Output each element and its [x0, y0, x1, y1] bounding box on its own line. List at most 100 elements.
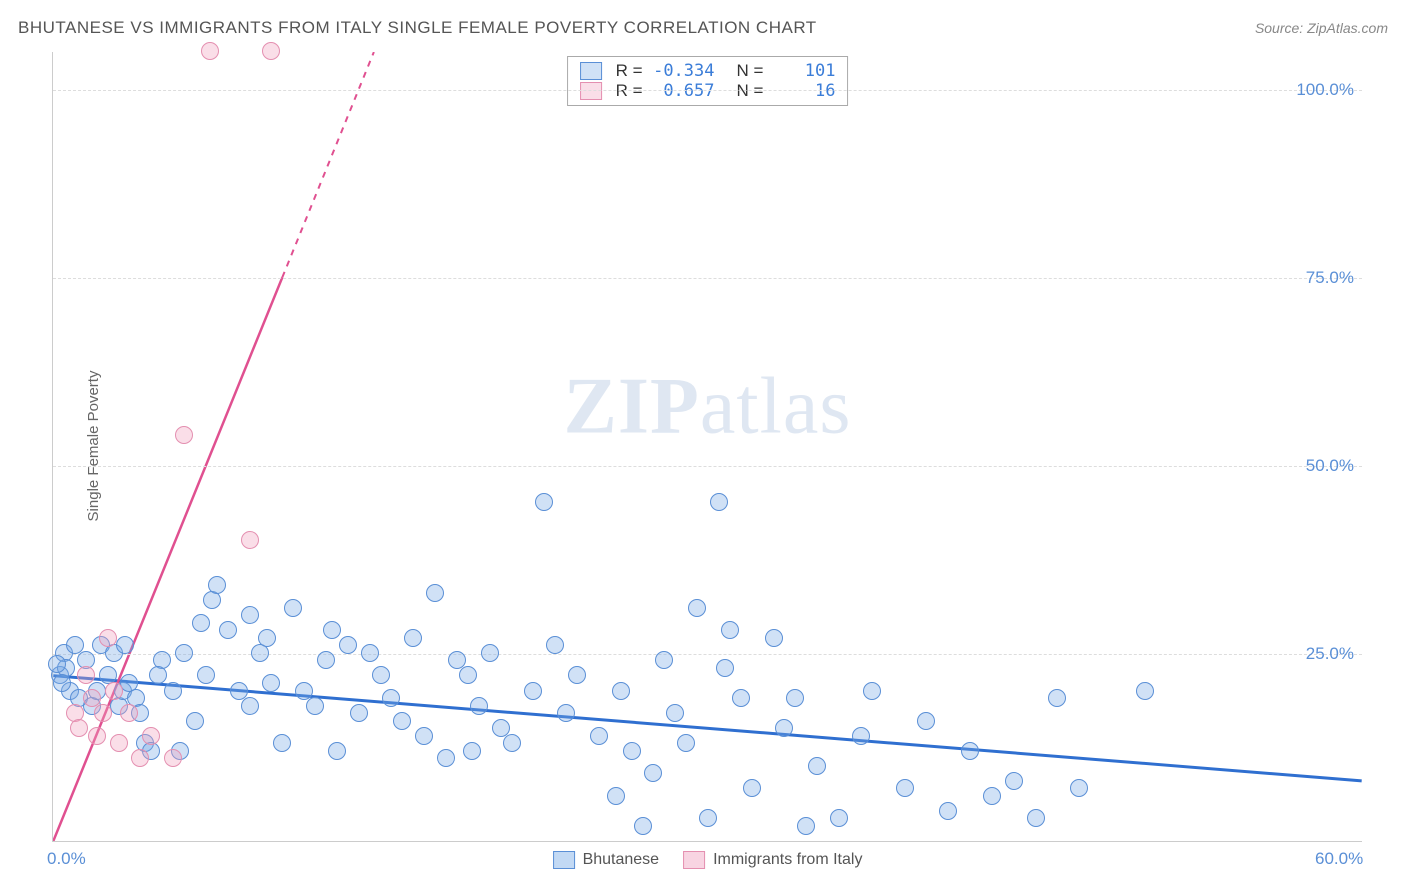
data-point	[393, 712, 411, 730]
data-point	[404, 629, 422, 647]
data-point	[666, 704, 684, 722]
data-point	[382, 689, 400, 707]
legend-label: Immigrants from Italy	[713, 851, 862, 869]
y-tick-label: 50.0%	[1306, 456, 1354, 476]
data-point	[426, 584, 444, 602]
chart-title: BHUTANESE VS IMMIGRANTS FROM ITALY SINGL…	[18, 18, 817, 38]
data-point	[175, 644, 193, 662]
legend-item: Immigrants from Italy	[683, 851, 862, 869]
data-point	[208, 576, 226, 594]
data-point	[339, 636, 357, 654]
data-point	[983, 787, 1001, 805]
legend-r-label: R =	[616, 81, 643, 101]
data-point	[1048, 689, 1066, 707]
data-point	[459, 666, 477, 684]
data-point	[186, 712, 204, 730]
data-point	[568, 666, 586, 684]
watermark-text: ZIPatlas	[564, 362, 852, 453]
data-point	[863, 682, 881, 700]
legend-n-label: N =	[737, 61, 764, 81]
data-point	[306, 697, 324, 715]
data-point	[644, 764, 662, 782]
data-point	[503, 734, 521, 752]
data-point	[808, 757, 826, 775]
grid-line	[53, 90, 1362, 91]
legend-item: Bhutanese	[553, 851, 660, 869]
data-point	[372, 666, 390, 684]
data-point	[961, 742, 979, 760]
correlation-legend: R =-0.334N =101R =0.657N =16	[567, 56, 849, 106]
data-point	[1070, 779, 1088, 797]
data-point	[241, 697, 259, 715]
legend-n-label: N =	[737, 81, 764, 101]
data-point	[258, 629, 276, 647]
data-point	[612, 682, 630, 700]
data-point	[743, 779, 761, 797]
data-point	[699, 809, 717, 827]
data-point	[201, 42, 219, 60]
data-point	[786, 689, 804, 707]
data-point	[1136, 682, 1154, 700]
data-point	[88, 727, 106, 745]
data-point	[99, 629, 117, 647]
data-point	[361, 644, 379, 662]
data-point	[655, 651, 673, 669]
data-point	[241, 606, 259, 624]
data-point	[721, 621, 739, 639]
data-point	[607, 787, 625, 805]
legend-swatch	[553, 851, 575, 869]
source-label: Source: ZipAtlas.com	[1255, 20, 1388, 36]
data-point	[116, 636, 134, 654]
data-point	[775, 719, 793, 737]
data-point	[105, 682, 123, 700]
legend-r-value: 0.657	[653, 81, 715, 101]
data-point	[1027, 809, 1045, 827]
data-point	[241, 531, 259, 549]
data-point	[317, 651, 335, 669]
data-point	[142, 727, 160, 745]
data-point	[323, 621, 341, 639]
legend-swatch	[580, 82, 602, 100]
legend-r-label: R =	[616, 61, 643, 81]
data-point	[70, 719, 88, 737]
data-point	[164, 749, 182, 767]
data-point	[830, 809, 848, 827]
data-point	[524, 682, 542, 700]
legend-swatch	[580, 62, 602, 80]
data-point	[284, 599, 302, 617]
data-point	[350, 704, 368, 722]
data-point	[765, 629, 783, 647]
scatter-plot-area: ZIPatlas R =-0.334N =101R =0.657N =16 Bh…	[52, 52, 1362, 842]
legend-n-value: 101	[773, 61, 835, 81]
grid-line	[53, 278, 1362, 279]
data-point	[131, 749, 149, 767]
data-point	[557, 704, 575, 722]
data-point	[716, 659, 734, 677]
data-point	[688, 599, 706, 617]
data-point	[896, 779, 914, 797]
data-point	[535, 493, 553, 511]
data-point	[262, 674, 280, 692]
x-tick-label: 60.0%	[1315, 849, 1363, 869]
data-point	[481, 644, 499, 662]
data-point	[463, 742, 481, 760]
legend-swatch	[683, 851, 705, 869]
legend-row: R =-0.334N =101	[580, 61, 836, 81]
data-point	[94, 704, 112, 722]
data-point	[328, 742, 346, 760]
y-tick-label: 75.0%	[1306, 268, 1354, 288]
data-point	[415, 727, 433, 745]
data-point	[437, 749, 455, 767]
data-point	[623, 742, 641, 760]
data-point	[77, 666, 95, 684]
y-tick-label: 25.0%	[1306, 644, 1354, 664]
legend-row: R = 0.657 N = 16	[580, 81, 836, 101]
data-point	[1005, 772, 1023, 790]
x-tick-label: 0.0%	[47, 849, 86, 869]
y-tick-label: 100.0%	[1296, 80, 1354, 100]
legend-n-value: 16	[773, 81, 835, 101]
data-point	[48, 655, 66, 673]
data-point	[732, 689, 750, 707]
legend-label: Bhutanese	[583, 851, 660, 869]
data-point	[175, 426, 193, 444]
